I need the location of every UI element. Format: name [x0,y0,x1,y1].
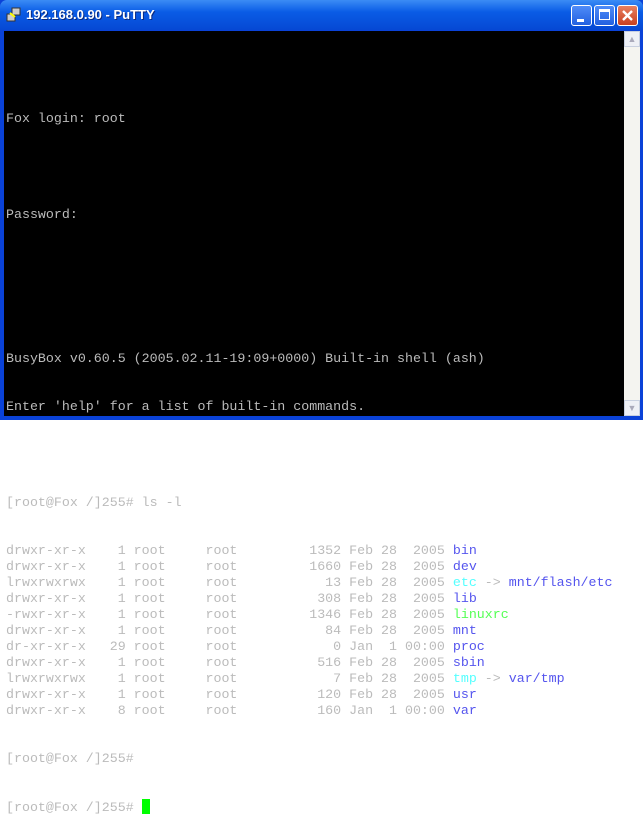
file-name: tmp [452,671,477,686]
file-meta: dr-xr-xr-x 29 root root 0 Jan 1 00:00 [6,639,453,654]
listing-row: lrwxrwxrwx 1 root root 7 Feb 28 2005 tmp… [6,671,612,687]
listing-row: drwxr-xr-x 1 root root 516 Feb 28 2005 s… [6,655,612,671]
terminal-line: Fox login: root [6,111,126,126]
file-name: var [452,703,477,718]
prompt-text: [root@Fox /]255# [6,800,142,815]
symlink-arrow: -> [476,575,509,590]
file-name: sbin [452,655,485,670]
listing-row: -rwxr-xr-x 1 root root 1346 Feb 28 2005 … [6,607,612,623]
symlink-target: var/tmp [508,671,565,686]
terminal-line [6,303,612,319]
chevron-down-icon: ▼ [627,403,637,413]
putty-window: 192.168.0.90 - PuTTY Fox login: root Pas… [0,0,643,815]
file-meta: drwxr-xr-x 1 root root 308 Feb 28 2005 [6,591,453,606]
file-meta: lrwxrwxrwx 1 root root 13 Feb 28 2005 [6,575,453,590]
listing-row: drwxr-xr-x 1 root root 120 Feb 28 2005 u… [6,687,612,703]
title-bar[interactable]: 192.168.0.90 - PuTTY [0,0,643,30]
terminal-line [6,159,612,175]
file-name: lib [452,591,477,606]
minimize-icon [577,19,584,22]
listing-row: drwxr-xr-x 8 root root 160 Jan 1 00:00 v… [6,703,612,719]
terminal-line [6,447,612,463]
file-meta: drwxr-xr-x 1 root root 1660 Feb 28 2005 [6,559,453,574]
file-meta: drwxr-xr-x 1 root root 516 Feb 28 2005 [6,655,453,670]
file-name: proc [452,639,485,654]
symlink-arrow: -> [476,671,509,686]
cursor [141,799,150,814]
terminal-line: Password: [6,207,78,222]
file-meta: drwxr-xr-x 1 root root 1352 Feb 28 2005 [6,543,453,558]
maximize-button[interactable] [594,5,615,26]
maximize-icon [599,9,610,20]
terminal-line [6,63,612,79]
file-name: bin [452,543,477,558]
terminal-line: BusyBox v0.60.5 (2005.02.11-19:09+0000) … [6,351,485,366]
listing-row: drwxr-xr-x 1 root root 1352 Feb 28 2005 … [6,543,612,559]
window-title: 192.168.0.90 - PuTTY [26,7,155,22]
file-name: dev [452,559,477,574]
terminal-line [6,255,612,271]
symlink-target: mnt/flash/etc [508,575,613,590]
file-name: mnt [452,623,477,638]
prompt-line[interactable]: [root@Fox /]255# [6,799,612,815]
listing-row: drwxr-xr-x 1 root root 1660 Feb 28 2005 … [6,559,612,575]
file-meta: drwxr-xr-x 8 root root 160 Jan 1 00:00 [6,703,453,718]
listing-row: drwxr-xr-x 1 root root 84 Feb 28 2005 mn… [6,623,612,639]
minimize-button[interactable] [571,5,592,26]
file-name: etc [452,575,477,590]
vertical-scrollbar[interactable]: ▲ ▼ [624,31,640,416]
file-meta: lrwxrwxrwx 1 root root 7 Feb 28 2005 [6,671,453,686]
file-meta: -rwxr-xr-x 1 root root 1346 Feb 28 2005 [6,607,453,622]
file-meta: drwxr-xr-x 1 root root 120 Feb 28 2005 [6,687,453,702]
terminal-line: Enter 'help' for a list of built-in comm… [6,399,366,414]
scroll-down-button[interactable]: ▼ [624,400,640,416]
file-name: usr [452,687,477,702]
terminal-output: Fox login: root Password: BusyBox v0.60.… [6,31,612,840]
listing-row: lrwxrwxrwx 1 root root 13 Feb 28 2005 et… [6,575,612,591]
file-meta: drwxr-xr-x 1 root root 84 Feb 28 2005 [6,623,453,638]
listing-row: dr-xr-xr-x 29 root root 0 Jan 1 00:00 pr… [6,639,612,655]
putty-app-icon[interactable] [6,7,22,23]
file-name: linuxrc [452,607,509,622]
scroll-up-button[interactable]: ▲ [624,31,640,47]
terminal-area[interactable]: Fox login: root Password: BusyBox v0.60.… [4,31,624,815]
prompt-line: [root@Fox /]255# [6,751,134,766]
listing-row: drwxr-xr-x 1 root root 308 Feb 28 2005 l… [6,591,612,607]
close-icon [622,10,633,21]
chevron-up-icon: ▲ [627,34,637,44]
terminal-line: [root@Fox /]255# ls -l [6,495,182,510]
close-button[interactable] [617,5,638,26]
